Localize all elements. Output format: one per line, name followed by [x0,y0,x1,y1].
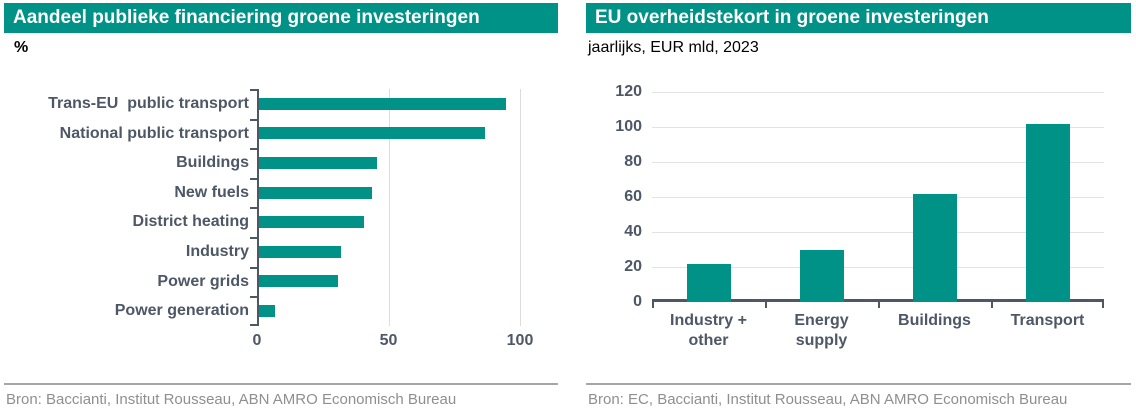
x-tick-label: 50 [379,332,398,349]
gridline-20 [652,267,1104,268]
category-label: Buildings [878,311,991,331]
axis-tick [250,296,257,299]
axis-tick [250,323,257,326]
axis-tick [250,266,257,269]
category-label: Energy supply [765,311,878,351]
left-value-axis-labels: 0 50 100 [253,332,541,352]
category-label: National public transport [59,124,249,142]
right-chart-title-bar: EU overheidstekort in groene investering… [586,3,1131,33]
bar-3 [912,193,957,302]
left-chart-panel: Aandeel publieke financiering groene inv… [4,0,558,420]
bar-4 [259,186,373,199]
category-label: Transport [991,311,1104,331]
bar-3 [259,157,378,169]
right-category-axis-line [652,299,1104,302]
category-label: District heating [132,213,249,231]
axis-tick [765,302,767,308]
y-tick-label: 20 [624,258,642,275]
right-bar-plot [652,92,1104,308]
left-chart-unit-label: % [14,39,29,56]
bar-5 [259,216,365,229]
y-tick-label: 80 [624,153,642,170]
axis-tick [250,177,257,180]
bar-1 [686,263,731,302]
left-source-text: Bron: Baccianti, Institut Rousseau, ABN … [6,391,457,408]
gridline-80 [652,162,1104,163]
left-category-axis-line [257,89,259,326]
gridline-50 [388,89,390,326]
right-value-axis-labels: 0 20 40 60 80 100 120 [586,83,642,310]
x-tick-label: 100 [506,332,534,349]
category-label-line: Energy [794,312,849,329]
category-label: Industry [185,243,249,260]
axis-tick [878,302,880,308]
left-bar-plot [250,89,541,326]
gridline-120 [652,92,1104,93]
right-footer-divider [586,383,1131,385]
category-label: Power grids [157,272,249,290]
axis-tick [250,148,257,151]
left-category-labels: Trans-EU public transport National public… [4,89,249,326]
category-label: New fuels [174,183,249,201]
bar-8 [259,305,275,317]
right-chart-title: EU overheidstekort in groene investering… [595,7,989,28]
bar-6 [259,245,341,258]
category-label-line: Industry + [670,312,747,329]
right-chart-panel: EU overheidstekort in groene investering… [586,0,1131,420]
gridline-100 [520,89,521,326]
axis-tick [250,207,257,210]
y-tick-label: 120 [615,83,642,100]
right-chart-unit-label: jaarlijks, EUR mld, 2023 [588,39,759,56]
x-tick-label: 0 [252,332,262,349]
y-tick-label: 40 [624,223,642,240]
category-label-line: Transport [1010,312,1085,329]
left-chart-title-bar: Aandeel publieke financiering groene inv… [4,3,558,33]
y-tick-label: 0 [633,293,642,310]
bar-7 [259,275,338,288]
gridline-100 [652,127,1104,128]
axis-tick [652,302,654,308]
gridline-40 [652,232,1104,233]
axis-tick [250,237,257,239]
y-tick-label: 60 [624,188,642,205]
left-chart-title: Aandeel publieke financiering groene inv… [13,7,480,28]
right-source-text: Bron: EC, Baccianti, Institut Rousseau, … [588,391,1068,408]
category-label: Buildings [176,154,249,172]
left-footer-divider [4,383,558,385]
bar-4 [1025,123,1070,302]
y-tick-label: 100 [615,118,642,135]
category-label-line: other [688,332,729,349]
gridline-60 [652,197,1104,198]
category-label: Trans-EU public transport [48,95,249,112]
bar-2 [259,127,486,140]
axis-tick [1102,302,1104,308]
category-label: Industry + other [652,311,765,351]
bar-2 [799,249,844,302]
axis-tick [991,302,993,308]
bar-1 [259,97,507,110]
axis-tick [250,89,257,91]
category-label: Power generation [114,302,249,320]
category-label-line: supply [795,332,848,349]
category-label-line: Buildings [898,312,971,329]
axis-tick [250,118,257,121]
